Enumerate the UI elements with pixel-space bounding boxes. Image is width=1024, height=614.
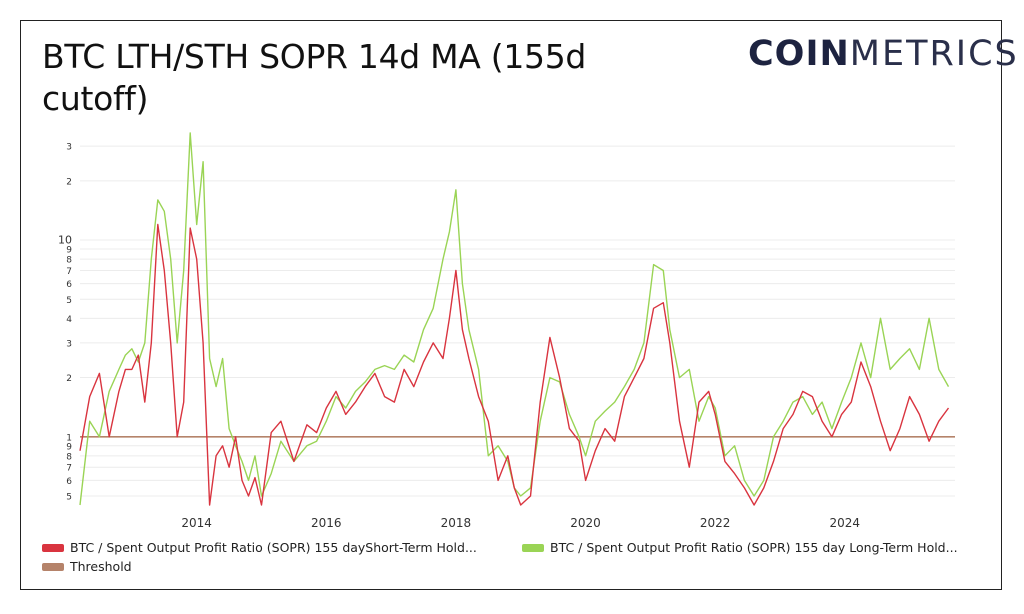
x-tick-label-2014: 2014 (181, 516, 212, 530)
legend-swatch-lth (522, 543, 544, 552)
legend-label-sth: BTC / Spent Output Profit Ratio (SOPR) 1… (70, 540, 477, 555)
y-tick-label-0: 5 (66, 492, 72, 502)
series-line-sth (79, 223, 950, 506)
series-lines (79, 132, 955, 506)
y-tick-label-4: 9 (66, 442, 72, 452)
legend-label-threshold: Threshold (70, 559, 132, 574)
grid-lines (80, 145, 955, 497)
x-tick-label-2024: 2024 (830, 516, 861, 530)
x-tick-label-2016: 2016 (311, 516, 342, 530)
legend-swatch-threshold (42, 562, 64, 571)
legend-swatch-sth (42, 543, 64, 552)
legend-item-sth[interactable]: BTC / Spent Output Profit Ratio (SOPR) 1… (42, 540, 477, 555)
logo-light-text: METRICS (849, 34, 1019, 74)
legend-item-lth[interactable]: BTC / Spent Output Profit Ratio (SOPR) 1… (522, 540, 958, 555)
series-line-lth (79, 132, 950, 506)
y-tick-label-8: 4 (66, 315, 72, 325)
legend-label-lth: BTC / Spent Output Profit Ratio (SOPR) 1… (550, 540, 958, 555)
y-tick-label-5: 1 (66, 433, 72, 443)
y-tick-label-16: 3 (66, 143, 72, 153)
y-tick-label-15: 2 (66, 177, 72, 187)
y-tick-label-13: 9 (66, 246, 72, 256)
y-tick-label-1: 6 (66, 477, 72, 487)
coinmetrics-logo: COINMETRICS (748, 34, 1019, 74)
y-tick-label-11: 7 (66, 267, 72, 277)
y-tick-label-9: 5 (66, 296, 72, 306)
y-tick-label-12: 8 (66, 256, 72, 266)
x-tick-label-2020: 2020 (570, 516, 601, 530)
x-tick-label-2018: 2018 (441, 516, 472, 530)
y-tick-label-3: 8 (66, 452, 72, 462)
y-tick-label-7: 3 (66, 339, 72, 349)
logo-bold-text: COIN (748, 34, 850, 74)
y-tick-label-14: 10 (58, 234, 72, 247)
x-tick-label-2022: 2022 (700, 516, 731, 530)
y-tick-label-6: 2 (66, 374, 72, 384)
y-tick-label-10: 6 (66, 280, 72, 290)
legend-item-threshold[interactable]: Threshold (42, 559, 132, 574)
x-axis-ticks: 2014 2016 2018 2020 2022 2024 (181, 516, 860, 530)
chart-title: BTC LTH/STH SOPR 14d MA (155d cutoff) (42, 37, 587, 118)
chart-frame (20, 20, 1002, 590)
y-tick-label-2: 7 (66, 464, 72, 474)
